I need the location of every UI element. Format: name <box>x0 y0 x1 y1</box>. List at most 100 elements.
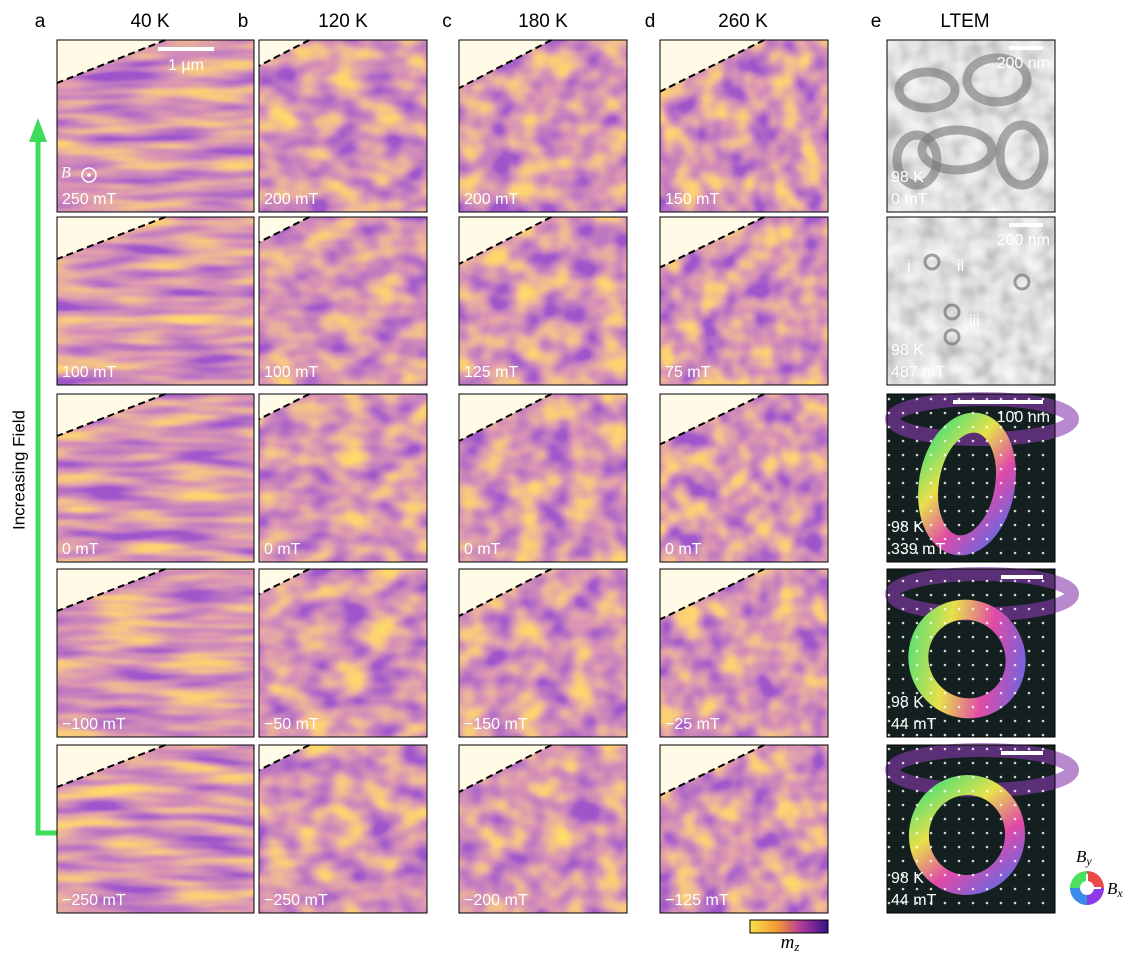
field-label: 44 mT <box>891 892 937 909</box>
field-label: 487 mT <box>891 364 945 381</box>
scale-bar-label: 100 nm <box>997 409 1050 426</box>
panel-frame <box>886 393 1056 563</box>
sample-edge <box>458 39 552 90</box>
sample-edge <box>458 216 552 265</box>
panel-frame <box>458 39 628 213</box>
temperature-label: 98 K <box>891 870 924 887</box>
sample-edge <box>258 393 310 421</box>
colorbar-symbol: m <box>781 932 795 953</box>
sample-edge <box>659 393 765 446</box>
panel-frame <box>56 39 255 213</box>
field-symbol: B <box>61 165 71 182</box>
field-label: −100 mT <box>62 716 126 733</box>
arrow-label: Increasing Field <box>9 410 28 530</box>
sample-edge <box>56 216 166 260</box>
field-label: −200 mT <box>464 892 528 909</box>
scale-bar-label: 200 nm <box>997 232 1050 249</box>
sample-edge <box>56 568 166 612</box>
mfm-image <box>259 217 427 385</box>
panel-frame <box>659 393 829 563</box>
panel-frame <box>458 744 628 914</box>
column-header: 120 K <box>318 11 368 32</box>
panel-frame <box>458 568 628 738</box>
field-label: 339 mT <box>891 541 945 558</box>
field-label: 200 mT <box>464 191 518 208</box>
sample-edge <box>258 39 310 67</box>
panel-frame <box>56 568 255 738</box>
mfm-image <box>259 745 427 913</box>
sample-edge <box>56 744 166 788</box>
field-label: −50 mT <box>264 716 319 733</box>
field-direction <box>81 167 97 183</box>
panel-frame <box>659 568 829 738</box>
mfm-image <box>259 40 427 212</box>
panel-letter: c <box>442 11 452 32</box>
skyrmion-marker: i <box>907 258 911 275</box>
field-label: 0 mT <box>264 541 301 558</box>
vector-dots <box>887 394 1055 562</box>
field-label: 0 mT <box>665 541 702 558</box>
temperature-label: 98 K <box>891 342 924 359</box>
panel-frame <box>886 39 1056 213</box>
panel-letter: a <box>35 11 46 32</box>
temperature-label: 98 K <box>891 694 924 711</box>
field-label: 0 mT <box>464 541 501 558</box>
panel-frame <box>458 393 628 563</box>
panel-frame <box>56 216 255 386</box>
column-header: 40 K <box>130 11 169 32</box>
sample-edge <box>258 216 310 244</box>
sample-edge <box>56 39 166 84</box>
field-label: −125 mT <box>665 892 729 909</box>
field-label: 100 mT <box>264 364 318 381</box>
panel-letter: d <box>645 11 656 32</box>
sample-edge <box>458 744 552 793</box>
sample-edge <box>458 568 552 617</box>
skyrmion-marker: ii <box>957 258 964 275</box>
colorbar-label: mz <box>781 932 800 954</box>
sample-edge <box>659 744 765 797</box>
field-label: 125 mT <box>464 364 518 381</box>
legend-bx-subscript: x <box>1116 886 1123 900</box>
sample-edge <box>458 393 552 442</box>
column-header: 260 K <box>718 11 768 32</box>
skyrmion <box>1013 273 1031 291</box>
field-label: 100 mT <box>62 364 116 381</box>
color-wheel <box>1070 871 1104 905</box>
sample-edge <box>258 568 310 596</box>
temperature-label: 98 K <box>891 169 924 186</box>
field-label: 150 mT <box>665 191 719 208</box>
panel-frame <box>886 216 1056 386</box>
colorbar <box>749 919 829 934</box>
panel-frame <box>659 39 829 213</box>
panel-frame <box>258 216 428 386</box>
mfm-image <box>259 394 427 562</box>
panel-frame <box>258 39 428 213</box>
ltem-image <box>887 217 1055 385</box>
panel-frame <box>56 744 255 914</box>
field-direction-dot <box>87 173 91 177</box>
panel-letter: e <box>871 11 882 32</box>
scale-bar-label: 1 µm <box>168 57 204 74</box>
field-label: 250 mT <box>62 191 116 208</box>
sample-edge <box>258 744 310 772</box>
field-label: −25 mT <box>665 716 720 733</box>
legend-by-subscript: y <box>1085 854 1092 868</box>
field-label: 200 mT <box>264 191 318 208</box>
field-label: 0 mT <box>62 541 99 558</box>
legend-by: By <box>1076 847 1092 868</box>
sample-edge <box>659 39 765 93</box>
domain-loop <box>894 67 960 113</box>
panel-frame <box>659 744 829 914</box>
sample-edge <box>56 393 166 437</box>
skyrmion <box>923 253 941 271</box>
panel-frame <box>56 393 255 563</box>
temperature-label: 98 K <box>891 519 924 536</box>
legend-bx: Bx <box>1107 879 1123 900</box>
sample-edge <box>659 216 765 269</box>
column-header: 180 K <box>518 11 568 32</box>
scale-bar-label: 200 nm <box>997 55 1050 72</box>
vector-dots <box>887 745 1055 913</box>
field-label: 44 mT <box>891 716 937 733</box>
skyrmion <box>943 303 961 321</box>
